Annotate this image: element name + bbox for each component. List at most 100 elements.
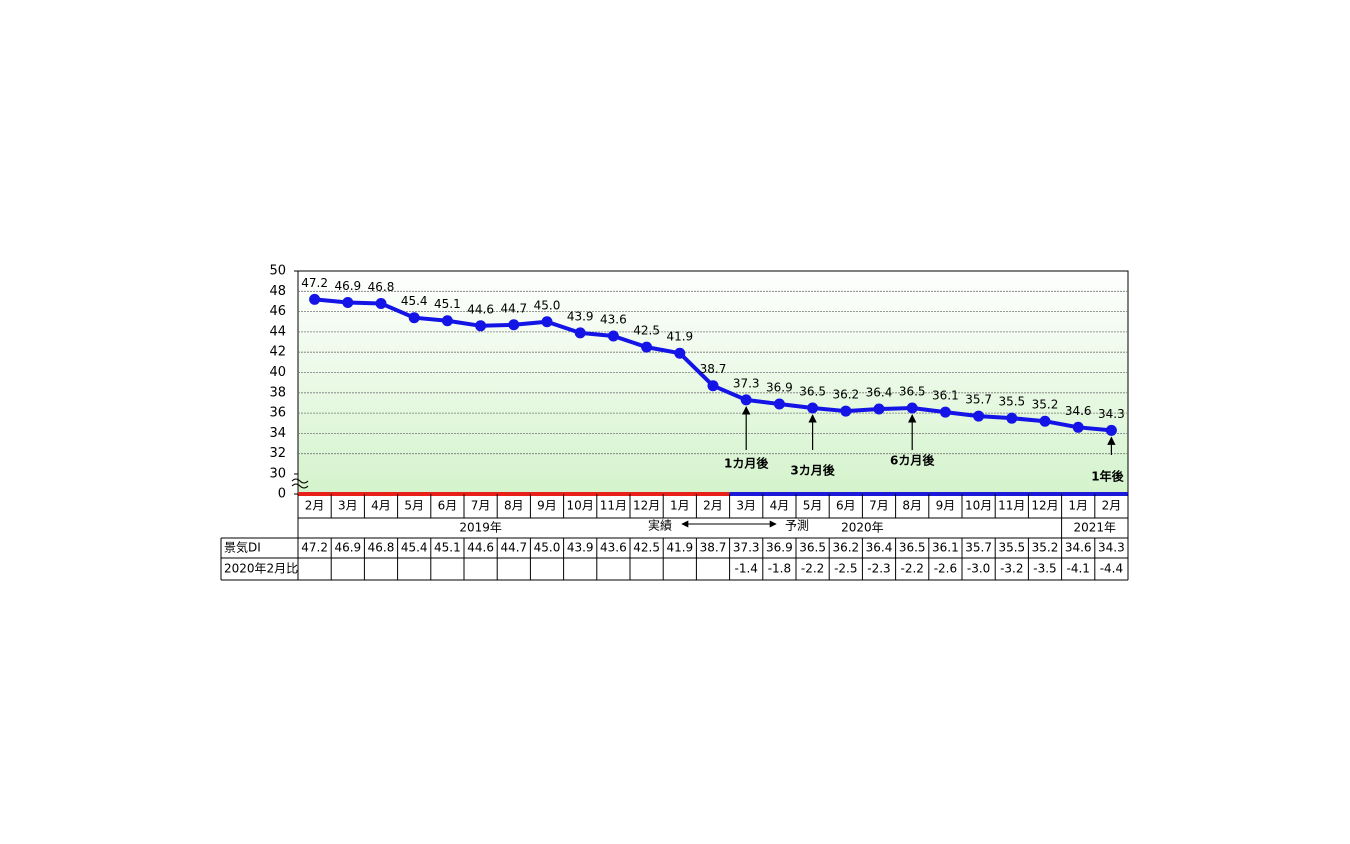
table-cell: 36.5 [799,541,826,555]
data-point [840,405,852,417]
data-point [1072,421,1084,433]
x-tick-label: 6月 [836,499,856,513]
x-tick-label: 1月 [670,499,690,513]
data-label: 36.2 [832,388,859,402]
table-cell: 36.4 [866,541,893,555]
x-tick-label: 2月 [305,499,325,513]
data-point [641,341,653,353]
y-tick-label: 40 [269,365,286,380]
x-tick-label: 4月 [371,499,391,513]
table-cell: 34.6 [1065,541,1092,555]
data-point [441,315,453,327]
data-label: 35.2 [1032,398,1059,412]
data-point [408,312,420,324]
x-tick-label: 12月 [1031,499,1058,513]
table-cell: -1.8 [768,562,791,576]
data-label: 45.1 [434,297,461,311]
x-tick-label: 5月 [404,499,424,513]
table-cell: 35.2 [1032,541,1059,555]
year-label: 2019年 [459,521,502,535]
data-label: 46.8 [368,280,395,294]
table-cell: -2.6 [934,562,957,576]
data-label: 46.9 [334,279,361,293]
period-label: 予測 [785,519,809,533]
data-point [707,380,719,392]
table-cell: -4.4 [1100,562,1123,576]
data-point [375,297,387,309]
table-cell: 46.9 [334,541,361,555]
data-point [607,330,619,342]
data-label: 47.2 [301,276,328,290]
table-cell: -2.2 [801,562,824,576]
data-point [740,394,752,406]
y-tick-label: 36 [269,406,286,421]
y-tick-label: 38 [269,385,286,400]
data-label: 34.6 [1065,404,1092,418]
data-point [541,316,553,328]
data-point [1006,412,1018,424]
x-tick-label: 2月 [1102,499,1122,513]
x-tick-label: 1月 [1068,499,1088,513]
y-tick-label: 48 [269,284,286,299]
y-tick-label: 46 [269,304,286,319]
actual-bar [298,492,730,496]
y-tick-label: 32 [269,446,286,461]
data-point [973,410,985,422]
table-cell: -3.5 [1033,562,1056,576]
table-cell: 37.3 [733,541,760,555]
data-point [674,347,686,359]
y-tick-label: 30 [269,467,286,482]
data-point [574,327,586,339]
table-cell: 34.3 [1098,541,1125,555]
x-tick-label: 12月 [633,499,660,513]
data-label: 35.5 [998,395,1025,409]
data-label: 35.7 [965,393,992,407]
x-tick-label: 9月 [537,499,557,513]
y-tick-label: 44 [269,324,286,339]
table-cell: 36.9 [766,541,793,555]
data-label: 41.9 [666,330,693,344]
annotation-text: 3カ月後 [790,463,835,478]
table-cell: -4.1 [1066,562,1089,576]
table-cell: 44.6 [467,541,494,555]
data-label: 45.4 [401,294,428,308]
table-cell: 36.2 [832,541,859,555]
table-cell: 35.5 [998,541,1025,555]
table-cell: 47.2 [301,541,328,555]
data-point [1039,415,1051,427]
x-tick-label: 8月 [902,499,922,513]
data-point [342,296,354,308]
period-label: 実績 [648,518,672,533]
year-label: 2021年 [1074,521,1117,535]
table-cell: 45.0 [534,541,561,555]
data-label: 36.5 [799,385,826,399]
table-cell: 45.1 [434,541,461,555]
table-cell: 44.7 [500,541,527,555]
table-cell: -3.2 [1000,562,1023,576]
x-tick-label: 3月 [736,499,756,513]
data-label: 36.1 [932,389,959,403]
table-cell: 42.5 [633,541,660,555]
row-header: 景気DI [224,540,261,555]
x-tick-label: 9月 [936,499,956,513]
x-tick-label: 7月 [471,499,491,513]
data-point [939,406,951,418]
data-label: 37.3 [733,376,760,390]
table-cell: -2.2 [900,562,923,576]
data-point [906,402,918,414]
data-label: 36.4 [866,386,893,400]
x-tick-label: 10月 [965,499,992,513]
table-cell: 36.1 [932,541,959,555]
x-tick-label: 5月 [803,499,823,513]
table-cell: 43.9 [567,541,594,555]
data-point [773,398,785,410]
table-cell: 46.8 [368,541,395,555]
row-header: 2020年2月比 [224,562,298,576]
x-tick-label: 8月 [504,499,524,513]
y-tick-label: 34 [269,426,286,441]
y-tick-label: 0 [278,487,286,502]
table-cell: 35.7 [965,541,992,555]
y-tick-label: 50 [269,264,286,279]
annotation-text: 1年後 [1091,469,1124,484]
table-cell: -2.5 [834,562,857,576]
